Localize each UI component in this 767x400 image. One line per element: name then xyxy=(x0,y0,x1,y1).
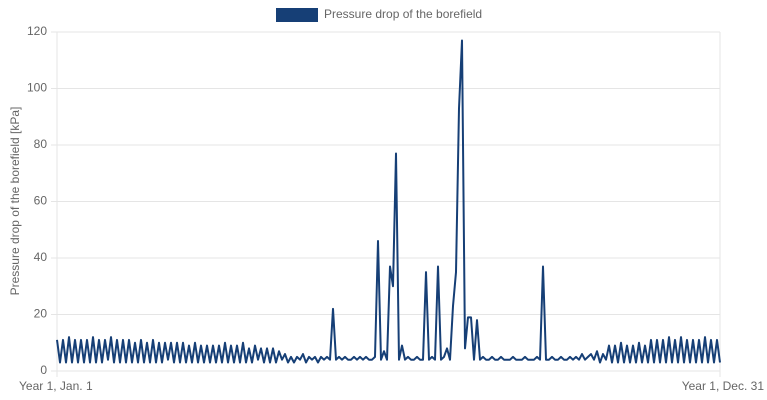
y-tick-label: 40 xyxy=(34,250,48,264)
line-series xyxy=(56,39,721,364)
legend-swatch xyxy=(276,8,318,22)
y-tick-label: 120 xyxy=(27,24,47,38)
y-tick-label: 0 xyxy=(40,363,47,377)
y-tick-label: 20 xyxy=(34,307,48,321)
x-tick-label: Year 1, Jan. 1 xyxy=(19,379,93,393)
y-tick-label: 100 xyxy=(27,81,47,95)
y-axis-label: Pressure drop of the borefield [kPa] xyxy=(8,107,22,296)
x-tick-label: Year 1, Dec. 31 xyxy=(682,379,765,393)
y-tick-label: 60 xyxy=(34,194,48,208)
legend-label: Pressure drop of the borefield xyxy=(324,7,482,21)
y-tick-label: 80 xyxy=(34,137,48,151)
